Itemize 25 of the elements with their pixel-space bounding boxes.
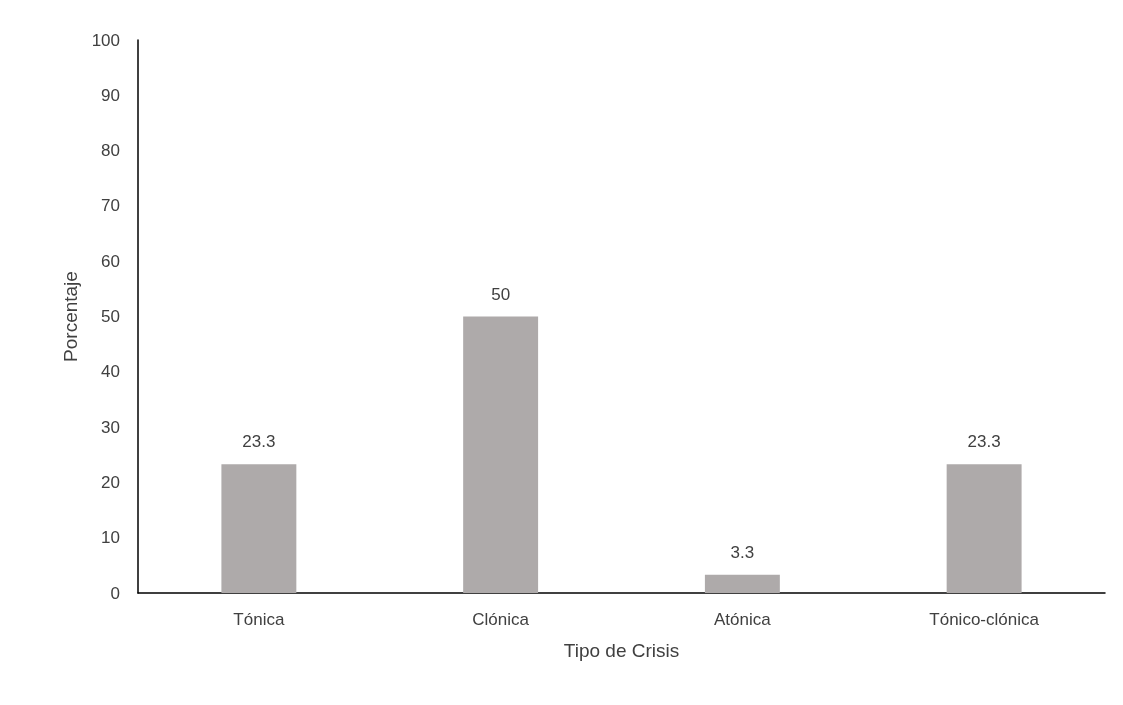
data-label: 3.3: [730, 542, 755, 562]
y-tick-label: 100: [91, 30, 120, 50]
bar: [221, 464, 297, 593]
y-tick-label: 0: [110, 583, 120, 603]
data-label: 23.3: [242, 432, 276, 452]
data-label: 23.3: [967, 432, 1001, 452]
y-axis-title: Porcentaje: [60, 271, 81, 362]
y-tick-label: 30: [101, 417, 120, 437]
y-tick-label: 20: [101, 472, 120, 492]
x-tick-label: Atónica: [714, 610, 772, 629]
bar: [946, 464, 1022, 593]
y-tick-label: 40: [101, 362, 120, 382]
y-tick-label: 60: [101, 251, 120, 271]
x-tick-label: Tónico-clónica: [929, 610, 1040, 629]
y-tick-label: 70: [101, 196, 120, 216]
y-tick-label: 90: [101, 85, 120, 105]
x-tick-label: Clónica: [472, 610, 530, 629]
data-label: 50: [491, 284, 511, 304]
bar: [463, 316, 539, 593]
y-tick-label: 50: [101, 307, 120, 326]
y-tick-label: 10: [101, 528, 120, 548]
x-tick-label: Tónica: [233, 610, 285, 629]
x-axis-title: Tipo de Crisis: [563, 640, 680, 661]
y-tick-label: 80: [101, 141, 120, 161]
bar: [704, 574, 780, 593]
